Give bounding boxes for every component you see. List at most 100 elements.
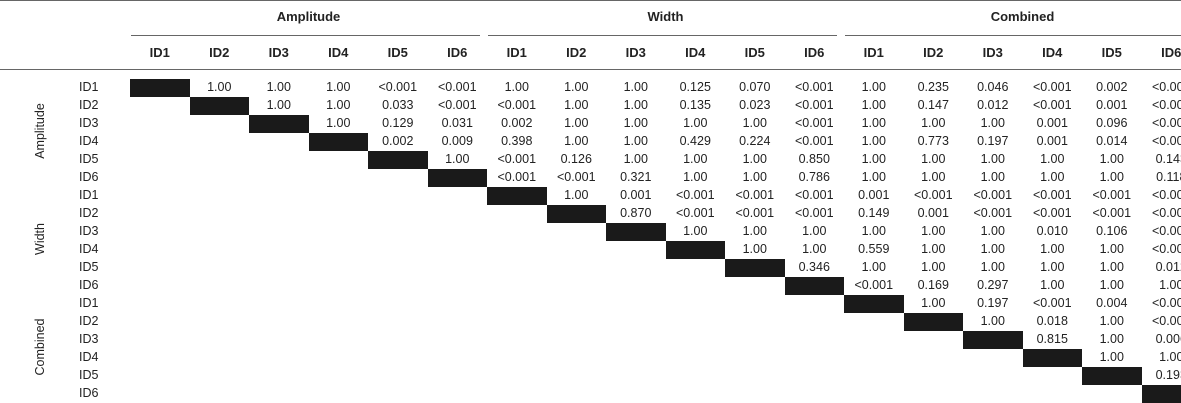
table-cell: <0.001 bbox=[725, 204, 785, 222]
row-label: ID2 bbox=[79, 204, 98, 222]
table-cell: <0.001 bbox=[487, 96, 547, 114]
table-cell: 0.002 bbox=[1082, 78, 1142, 96]
table-cell: 1.00 bbox=[190, 78, 250, 96]
table-cell: 1.00 bbox=[725, 240, 785, 258]
table-cell: <0.001 bbox=[1023, 204, 1083, 222]
diagonal-block bbox=[844, 295, 904, 313]
table-cell: <0.001 bbox=[1142, 312, 1181, 330]
table-cell: 0.297 bbox=[963, 276, 1023, 294]
diagonal-block bbox=[904, 313, 964, 331]
table-cell: 0.009 bbox=[428, 132, 488, 150]
table-cell: <0.001 bbox=[785, 96, 845, 114]
table-cell: 1.00 bbox=[606, 96, 666, 114]
table-cell: 1.00 bbox=[844, 78, 904, 96]
diagonal-block bbox=[368, 151, 428, 169]
table-cell: 0.193 bbox=[1142, 366, 1181, 384]
diagonal-block bbox=[249, 115, 309, 133]
table-cell: 1.00 bbox=[666, 222, 726, 240]
diagonal-block bbox=[666, 241, 726, 259]
diagonal-block bbox=[547, 205, 607, 223]
row-label: ID1 bbox=[79, 294, 98, 312]
table-cell: 1.00 bbox=[1082, 150, 1142, 168]
row-label: ID4 bbox=[79, 132, 98, 150]
column-header: ID3 bbox=[249, 45, 309, 60]
table-cell: <0.001 bbox=[725, 186, 785, 204]
group-header: Width bbox=[487, 9, 844, 24]
table-cell: 0.001 bbox=[606, 186, 666, 204]
table-cell: 0.398 bbox=[487, 132, 547, 150]
table-cell: <0.001 bbox=[1023, 78, 1083, 96]
table-cell: 1.00 bbox=[904, 150, 964, 168]
table-cell: 0.125 bbox=[666, 78, 726, 96]
header-rule bbox=[0, 69, 1181, 70]
row-group-label: Amplitude bbox=[33, 91, 47, 171]
diagonal-block bbox=[487, 187, 547, 205]
table-cell: <0.001 bbox=[428, 78, 488, 96]
diagonal-block bbox=[963, 331, 1023, 349]
table-cell: 1.00 bbox=[1142, 276, 1181, 294]
table-cell: 1.00 bbox=[844, 168, 904, 186]
table-cell: <0.001 bbox=[1082, 204, 1142, 222]
table-cell: 1.00 bbox=[904, 114, 964, 132]
table-cell: 0.001 bbox=[1082, 96, 1142, 114]
table-cell: 0.169 bbox=[904, 276, 964, 294]
table-cell: 1.00 bbox=[904, 258, 964, 276]
table-cell: 1.00 bbox=[1082, 348, 1142, 366]
table-cell: <0.001 bbox=[963, 204, 1023, 222]
column-header: ID1 bbox=[130, 45, 190, 60]
table-cell: 1.00 bbox=[606, 132, 666, 150]
table-cell: 1.00 bbox=[606, 150, 666, 168]
table-cell: 0.001 bbox=[1023, 114, 1083, 132]
row-group-label: Width bbox=[33, 199, 47, 279]
table-cell: 1.00 bbox=[309, 114, 369, 132]
table-cell: 1.00 bbox=[904, 294, 964, 312]
table-cell: 0.012 bbox=[1142, 258, 1181, 276]
row-label: ID3 bbox=[79, 330, 98, 348]
table-cell: 1.00 bbox=[309, 96, 369, 114]
table-cell: <0.001 bbox=[487, 150, 547, 168]
table-cell: <0.001 bbox=[1142, 132, 1181, 150]
table-cell: 1.00 bbox=[844, 150, 904, 168]
diagonal-block bbox=[130, 79, 190, 97]
table-cell: 1.00 bbox=[1142, 348, 1181, 366]
column-header: ID6 bbox=[428, 45, 488, 60]
table-cell: 1.00 bbox=[249, 78, 309, 96]
table-cell: 1.00 bbox=[963, 222, 1023, 240]
diagonal-block bbox=[190, 97, 250, 115]
table-cell: 1.00 bbox=[547, 114, 607, 132]
table-cell: 1.00 bbox=[844, 114, 904, 132]
table-cell: 0.014 bbox=[1082, 132, 1142, 150]
table-cell: 0.001 bbox=[844, 186, 904, 204]
table-cell: 0.070 bbox=[725, 78, 785, 96]
table-cell: 0.046 bbox=[963, 78, 1023, 96]
group-underline bbox=[845, 35, 1181, 36]
table-cell: 1.00 bbox=[249, 96, 309, 114]
table-cell: 0.147 bbox=[904, 96, 964, 114]
column-header: ID6 bbox=[785, 45, 845, 60]
table-cell: 0.126 bbox=[547, 150, 607, 168]
table-cell: <0.001 bbox=[1142, 78, 1181, 96]
diagonal-block bbox=[1082, 367, 1142, 385]
row-label: ID6 bbox=[79, 384, 98, 402]
row-label: ID5 bbox=[79, 150, 98, 168]
table-cell: 1.00 bbox=[547, 96, 607, 114]
diagonal-block bbox=[725, 259, 785, 277]
table-cell: 0.197 bbox=[963, 132, 1023, 150]
table-cell: <0.001 bbox=[1082, 186, 1142, 204]
diagonal-block bbox=[428, 169, 488, 187]
table-cell: 1.00 bbox=[904, 240, 964, 258]
row-label: ID3 bbox=[79, 222, 98, 240]
table-cell: 1.00 bbox=[666, 168, 726, 186]
table-cell: 0.235 bbox=[904, 78, 964, 96]
table-cell: 1.00 bbox=[547, 186, 607, 204]
column-header: ID4 bbox=[309, 45, 369, 60]
table-cell: 1.00 bbox=[547, 78, 607, 96]
table-cell: 1.00 bbox=[547, 132, 607, 150]
column-header: ID5 bbox=[725, 45, 785, 60]
group-underline bbox=[131, 35, 480, 36]
table-cell: 1.00 bbox=[725, 150, 785, 168]
table-cell: 0.135 bbox=[666, 96, 726, 114]
table-cell: 0.001 bbox=[904, 204, 964, 222]
row-label: ID6 bbox=[79, 168, 98, 186]
column-header: ID3 bbox=[963, 45, 1023, 60]
